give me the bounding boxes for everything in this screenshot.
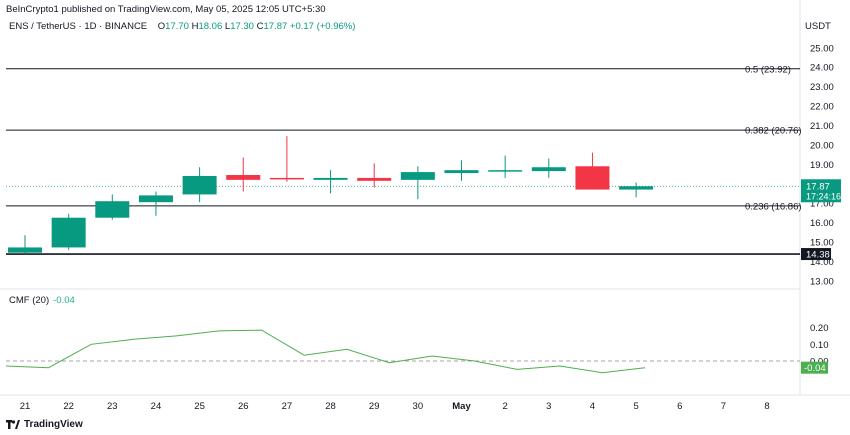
price-tick-label: 24.00: [810, 63, 834, 74]
tradingview-mark-icon: [6, 420, 20, 429]
last-price-label: 17.87: [806, 181, 830, 192]
price-tick-label: 21.00: [810, 121, 834, 132]
countdown-label: 17:24:16: [806, 191, 841, 201]
x-tick-label: 25: [194, 401, 205, 412]
x-tick-label: 30: [413, 401, 424, 412]
cmf-legend: CMF (20) -0.04: [9, 295, 75, 306]
cmf-legend-value: -0.04: [53, 295, 75, 306]
x-tick-label: 28: [325, 401, 336, 412]
cmf-legend-name: CMF (20): [9, 295, 50, 306]
ohlc-legend: ENS / TetherUS · 1D · BINANCE O17.70 H18…: [9, 21, 355, 32]
low-value: 17.30: [230, 21, 254, 32]
candle-body: [400, 172, 435, 180]
cmf-tick-label: 0.10: [810, 340, 829, 351]
price-tick-label: 16.00: [810, 218, 834, 229]
level-label: 0.5 (23.92): [745, 64, 791, 75]
x-tick-label: 22: [63, 401, 74, 412]
last-price-badge: [801, 179, 841, 203]
x-tick-label: 23: [107, 401, 118, 412]
candle-body: [8, 247, 42, 253]
open-value: 17.70: [165, 21, 189, 32]
x-tick-label: 24: [151, 401, 162, 412]
candle-body: [226, 175, 261, 180]
tradingview-logo[interactable]: TradingView: [6, 419, 83, 430]
price-tick-label: 19.00: [810, 160, 834, 171]
price-tick-label: 17.00: [810, 199, 834, 210]
candle-body: [95, 201, 130, 218]
price-tick-label: 22.00: [810, 102, 834, 113]
price-tick-label: 14.00: [810, 257, 834, 268]
candle-body: [531, 167, 566, 172]
level-label: 0.236 (16.86): [745, 201, 802, 212]
support-price-label: 14.38: [806, 250, 830, 261]
close-label: C: [256, 21, 264, 32]
x-tick-label: 27: [282, 401, 293, 412]
cmf-series-line: [5, 329, 646, 374]
close-value: 17.87: [263, 21, 288, 32]
x-tick-label: 6: [677, 401, 682, 412]
x-tick-label: 7: [721, 401, 726, 412]
price-tick-label: 20.00: [810, 140, 834, 151]
x-tick-label: 5: [633, 401, 638, 412]
candle-body: [357, 177, 392, 181]
publisher-note: BeInCrypto1 published on TradingView.com…: [6, 4, 326, 15]
currency-label: USDT: [805, 21, 831, 32]
x-tick-label: 21: [20, 401, 31, 412]
candle-body: [575, 166, 610, 190]
low-label: L: [224, 21, 231, 32]
cmf-value-badge: [801, 361, 828, 374]
level-label: 0.382 (20.76): [745, 126, 802, 137]
candle-body: [313, 177, 348, 180]
x-tick-label: May: [452, 401, 471, 412]
candle-body: [488, 170, 523, 172]
candle-body: [444, 170, 479, 174]
support-price-badge: [801, 248, 831, 261]
x-tick-label: 26: [238, 401, 249, 412]
candle-body: [138, 195, 173, 203]
symbol-label: ENS / TetherUS · 1D · BINANCE: [9, 21, 148, 32]
candle-body: [51, 217, 86, 248]
high-label: H: [191, 21, 199, 32]
x-tick-label: 4: [590, 401, 595, 412]
candle-body: [182, 175, 217, 195]
x-tick-label: 2: [503, 401, 508, 412]
cmf-tick-label: 0.20: [810, 323, 829, 334]
cmf-value-label: -0.04: [804, 363, 826, 374]
change-value: +0.17 (+0.96%): [289, 21, 356, 32]
price-tick-label: 13.00: [810, 276, 834, 287]
x-tick-label: 8: [764, 401, 769, 412]
x-tick-label: 29: [369, 401, 380, 412]
price-tick-label: 23.00: [810, 82, 834, 93]
candle-body: [269, 177, 304, 180]
open-label: O: [157, 21, 166, 32]
price-tick-label: 15.00: [810, 238, 834, 249]
candle-body: [619, 186, 654, 190]
x-tick-label: 3: [546, 401, 551, 412]
price-tick-label: 25.00: [810, 43, 834, 54]
high-value: 18.06: [198, 21, 223, 32]
tradingview-brand: TradingView: [24, 419, 83, 430]
